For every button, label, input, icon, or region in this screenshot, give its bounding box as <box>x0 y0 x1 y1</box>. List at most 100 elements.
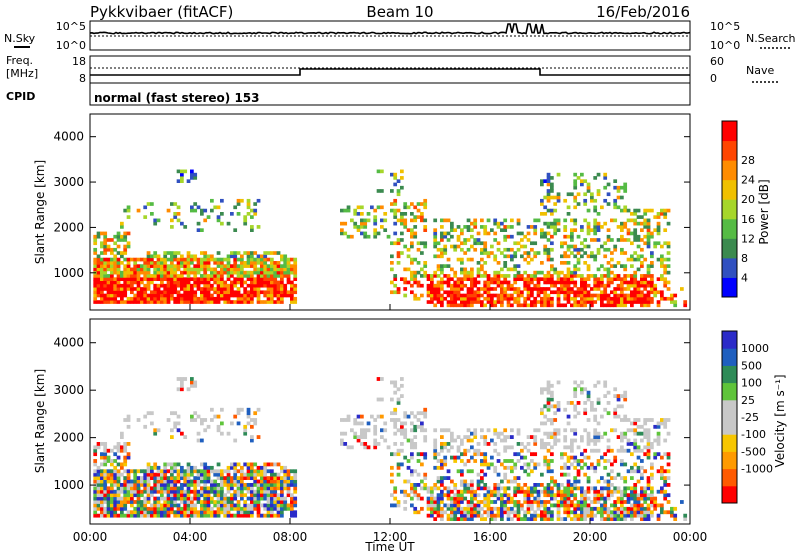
power-cell <box>620 251 624 255</box>
velocity-cell <box>143 506 148 511</box>
velocity-cell <box>503 428 508 433</box>
power-cell <box>293 257 298 262</box>
velocity-cell <box>153 476 158 480</box>
velocity-cell <box>293 489 298 494</box>
velocity-cell <box>156 506 161 511</box>
velocity-cell <box>123 418 128 422</box>
velocity-cell <box>213 414 218 419</box>
velocity-cell <box>223 496 228 501</box>
velocity-cell <box>196 438 201 443</box>
power-cell <box>463 293 468 298</box>
velocity-cell <box>506 513 511 518</box>
velocity-cell <box>663 418 668 422</box>
power-cell <box>563 228 568 232</box>
power-cell <box>280 296 284 301</box>
power-cell <box>640 247 644 252</box>
power-cell <box>543 293 548 298</box>
velocity-cell <box>233 476 238 480</box>
power-cell <box>606 280 611 285</box>
power-cell <box>253 270 258 275</box>
power-cell <box>563 234 568 239</box>
velocity-cell <box>666 431 671 436</box>
velocity-cell <box>253 493 258 498</box>
power-cell <box>640 280 644 285</box>
velocity-cell <box>96 469 101 474</box>
power-cell <box>546 274 551 278</box>
velocity-cell <box>463 506 468 511</box>
power-cell <box>120 290 124 295</box>
velocity-cell <box>233 496 238 501</box>
velocity-cell <box>293 483 298 487</box>
velocity-cell <box>126 510 131 515</box>
power-cell <box>186 280 191 285</box>
power-cell <box>583 293 588 298</box>
power-cell <box>483 290 488 295</box>
velocity-cell <box>283 469 288 474</box>
power-cell <box>596 283 601 288</box>
velocity-cell <box>513 503 518 508</box>
velocity-cell <box>380 397 384 402</box>
velocity-cell <box>276 472 281 477</box>
velocity-cell <box>173 479 178 484</box>
velocity-cell <box>293 503 298 508</box>
velocity-cell <box>580 387 584 392</box>
velocity-cell <box>393 390 398 395</box>
velocity-cell <box>646 445 651 450</box>
velocity-cell <box>493 428 498 433</box>
velocity-cell <box>130 493 134 498</box>
power-cell <box>556 221 561 226</box>
power-cell <box>593 280 598 285</box>
power-cell <box>480 264 484 268</box>
power-cell <box>396 261 401 265</box>
velocity-cell <box>563 486 568 491</box>
power-cell <box>506 296 511 301</box>
power-cell <box>543 290 548 295</box>
velocity-cell <box>616 404 621 409</box>
power-cell <box>550 280 554 285</box>
power-cell <box>400 215 404 219</box>
power-cell <box>176 296 181 301</box>
velocity-cell <box>276 496 281 501</box>
velocity-cell <box>486 506 491 511</box>
power-cell <box>556 195 561 200</box>
velocity-cell <box>646 448 651 453</box>
power-cell <box>636 293 641 298</box>
plot-title: Pykkvibaer (fitACF) <box>90 3 233 21</box>
power-cell <box>493 274 498 278</box>
power-cell <box>646 225 651 229</box>
velocity-cell <box>240 476 244 480</box>
power-cell <box>470 303 474 308</box>
velocity-cell <box>96 479 101 484</box>
velocity-cell <box>473 493 478 498</box>
velocity-cell <box>246 414 251 419</box>
velocity-cell <box>366 428 371 433</box>
velocity-cell <box>583 510 588 515</box>
velocity-cell <box>110 503 114 508</box>
velocity-cell <box>456 469 461 474</box>
power-cell <box>563 277 568 281</box>
velocity-cell <box>210 486 214 491</box>
velocity-cell <box>376 377 381 381</box>
power-cell <box>270 270 274 275</box>
velocity-cell <box>490 510 494 515</box>
velocity-cell <box>276 479 281 484</box>
velocity-cell <box>570 455 574 460</box>
power-cell <box>543 287 548 291</box>
velocity-cell <box>256 493 261 498</box>
power-cell <box>200 208 204 213</box>
velocity-cell <box>483 517 488 521</box>
power-cell <box>276 274 281 278</box>
power-cell <box>456 293 461 298</box>
velocity-cell <box>133 476 138 480</box>
velocity-cell <box>640 503 644 508</box>
velocity-cell <box>433 452 438 457</box>
power-cell <box>586 244 591 249</box>
power-cell <box>283 274 288 278</box>
freq-left-tick-bottom: 8 <box>79 72 86 85</box>
power-cell <box>486 280 491 285</box>
velocity-cell <box>580 486 584 491</box>
power-cell <box>610 303 614 308</box>
velocity-cell <box>186 387 191 392</box>
power-cell <box>483 244 488 249</box>
velocity-cell <box>563 438 568 443</box>
